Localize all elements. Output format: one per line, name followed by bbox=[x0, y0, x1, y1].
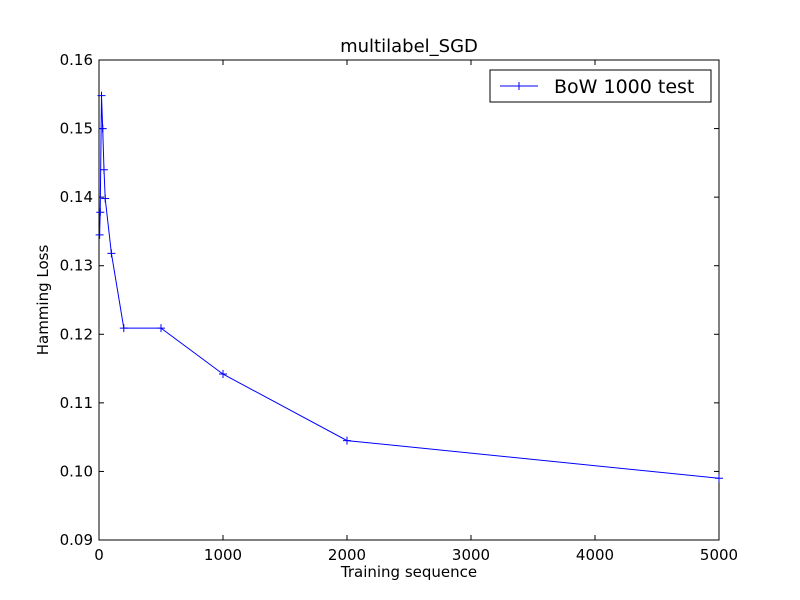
y-tick-label: 0.15 bbox=[60, 120, 93, 138]
data-point-marker bbox=[119, 324, 128, 333]
y-tick-label: 0.13 bbox=[60, 257, 93, 275]
data-point-marker bbox=[157, 324, 165, 333]
data-point-marker bbox=[96, 208, 105, 217]
data-point-marker bbox=[99, 165, 108, 174]
series-line bbox=[99, 95, 720, 479]
y-tick-label: 0.14 bbox=[60, 188, 93, 206]
x-axis-label: Training sequence bbox=[340, 563, 477, 581]
y-tick-label: 0.12 bbox=[60, 325, 93, 343]
plot-frame bbox=[98, 59, 720, 541]
data-point-marker bbox=[715, 474, 723, 483]
legend-label: BoW 1000 test bbox=[554, 76, 694, 98]
y-tick-label: 0.11 bbox=[60, 394, 93, 412]
axis-tick-labels: 0 1000 2000 3000 4000 5000 0.09 0.10 0.11 0.12 0.1… bbox=[60, 51, 739, 564]
x-tick-label: 2000 bbox=[328, 546, 366, 564]
x-tick-label: 5000 bbox=[700, 546, 738, 564]
chart-title: multilabel_SGD bbox=[340, 36, 478, 57]
x-tick-label: 1000 bbox=[204, 546, 242, 564]
y-tick-label: 0.16 bbox=[60, 51, 93, 69]
data-point-marker bbox=[101, 194, 110, 203]
data-point-marker bbox=[98, 124, 107, 133]
data-point-marker bbox=[107, 249, 116, 258]
x-tick-label: 0 bbox=[94, 546, 104, 564]
legend: BoW 1000 test bbox=[489, 69, 712, 103]
data-point-marker bbox=[219, 370, 227, 379]
y-tick-label: 0.10 bbox=[60, 462, 93, 480]
plot-area: 0 1000 2000 3000 4000 5000 0.09 0.10 0.11 0.12 0.1… bbox=[60, 51, 739, 564]
data-point-marker bbox=[95, 230, 104, 239]
x-tick-label: 4000 bbox=[576, 546, 614, 564]
x-tick-label: 3000 bbox=[452, 546, 490, 564]
axis-ticks bbox=[98, 59, 720, 541]
legend-marker-sample bbox=[515, 82, 523, 90]
series-layer bbox=[95, 91, 723, 483]
y-axis-label: Hamming Loss bbox=[34, 245, 52, 356]
data-point-marker bbox=[343, 436, 351, 445]
y-tick-label: 0.09 bbox=[60, 531, 93, 549]
data-point-marker bbox=[97, 91, 106, 100]
